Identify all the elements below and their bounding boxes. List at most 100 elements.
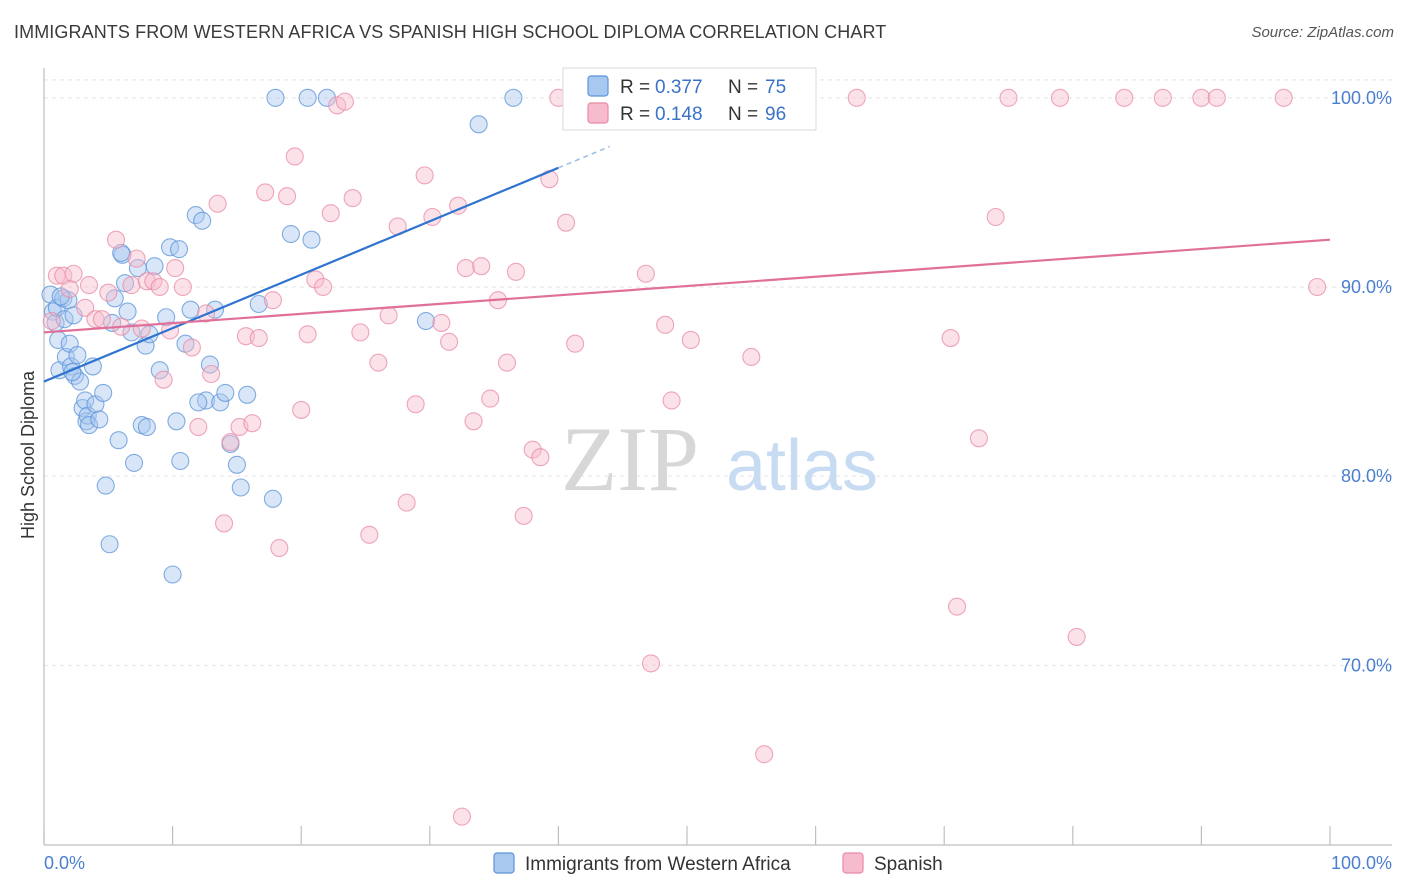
point-1-33 (256, 183, 275, 202)
point-1-91 (1153, 88, 1172, 107)
point-1-3 (60, 279, 79, 298)
point-0-14 (68, 346, 87, 365)
point-1-22 (182, 338, 201, 357)
series-spanish-points (42, 88, 1327, 826)
point-1-8 (92, 310, 111, 329)
point-1-86 (986, 207, 1005, 227)
point-0-65 (317, 88, 336, 107)
point-1-92 (1192, 88, 1211, 107)
point-1-82 (847, 88, 866, 107)
y-tick-label-1: 90.0% (1341, 277, 1392, 297)
point-0-54 (216, 383, 235, 402)
point-0-42 (160, 238, 180, 257)
point-1-28 (221, 433, 240, 452)
point-1-49 (379, 306, 398, 325)
point-1-53 (415, 166, 434, 185)
point-0-31 (115, 274, 135, 293)
point-1-84 (948, 597, 967, 616)
x-tick-label-max: 100.0% (1331, 853, 1392, 873)
y-axis-label: High School Diploma (18, 370, 38, 539)
chart-source: Source: ZipAtlas.com (1251, 24, 1394, 41)
point-1-35 (270, 538, 289, 558)
point-0-63 (302, 230, 321, 249)
point-1-34 (263, 291, 282, 310)
point-1-5 (76, 298, 95, 317)
legend-r-value-1: 0.148 (655, 104, 703, 125)
point-0-64 (298, 88, 317, 107)
point-1-87 (999, 88, 1018, 107)
chart-title: IMMIGRANTS FROM WESTERN AFRICA VS SPANIS… (14, 22, 887, 42)
point-0-20 (79, 416, 99, 435)
point-0-50 (196, 391, 216, 410)
legend-r-value-0: 0.377 (655, 77, 703, 98)
point-1-77 (681, 330, 700, 350)
point-1-21 (173, 277, 192, 297)
point-0-39 (145, 257, 164, 276)
point-1-14 (132, 319, 151, 338)
point-1-48 (369, 353, 388, 372)
point-1-18 (154, 370, 173, 389)
point-1-37 (285, 147, 304, 166)
point-1-45 (343, 189, 362, 208)
point-1-40 (306, 270, 325, 289)
trend-line-western-africa (43, 166, 559, 383)
point-1-67 (531, 448, 550, 467)
point-1-26 (208, 194, 227, 213)
point-1-90 (1115, 88, 1134, 107)
point-1-73 (636, 264, 655, 283)
bottom-legend-swatch-western-africa (493, 852, 515, 874)
watermark-atlas: atlas (726, 426, 878, 506)
point-1-58 (456, 259, 475, 278)
point-1-51 (397, 493, 416, 512)
point-1-94 (1274, 88, 1293, 107)
legend-swatch-spanish (587, 102, 609, 124)
point-0-34 (124, 453, 144, 472)
point-0-74 (189, 393, 208, 412)
bottom-legend-label-western-africa: Immigrants from Western Africa (525, 854, 791, 875)
x-tick-label-min: 0.0% (44, 853, 85, 873)
legend-n-value-0: 75 (765, 77, 786, 98)
legend-n-label-0: N = (728, 77, 758, 98)
y-tick-label-2: 80.0% (1341, 466, 1392, 486)
point-1-55 (432, 313, 451, 332)
point-0-17 (76, 391, 95, 410)
point-0-15 (70, 372, 90, 391)
point-1-74 (641, 654, 661, 673)
point-1-93 (1207, 88, 1226, 107)
point-1-64 (506, 262, 526, 281)
point-1-75 (656, 315, 675, 334)
point-1-10 (106, 230, 126, 249)
point-0-33 (122, 323, 141, 342)
legend-r-label-1: R = (620, 104, 650, 125)
bottom-legend-swatch-spanish (842, 852, 864, 874)
point-1-47 (360, 525, 379, 544)
legend-n-label-1: N = (728, 104, 758, 125)
point-1-4 (64, 264, 83, 283)
point-0-53 (211, 393, 230, 412)
point-0-73 (169, 240, 189, 259)
point-1-32 (249, 329, 268, 348)
point-1-76 (662, 391, 681, 410)
point-1-85 (969, 429, 988, 448)
point-0-58 (238, 385, 257, 404)
point-0-60 (263, 489, 282, 508)
point-0-32 (118, 302, 137, 321)
point-0-24 (94, 383, 113, 402)
point-1-71 (566, 334, 585, 353)
point-1-66 (523, 440, 542, 459)
point-1-89 (1067, 627, 1086, 646)
axes (43, 68, 1392, 846)
point-1-60 (472, 257, 491, 276)
point-0-66 (416, 311, 435, 331)
legend-swatch-western-africa (587, 75, 609, 97)
trend-lines (43, 145, 1331, 383)
point-0-43 (163, 565, 182, 584)
point-0-26 (100, 535, 119, 554)
point-1-36 (278, 187, 297, 206)
point-1-39 (298, 325, 317, 344)
point-1-46 (351, 323, 370, 342)
point-0-69 (51, 287, 70, 306)
point-1-61 (481, 389, 500, 408)
point-1-65 (514, 506, 533, 525)
point-1-83 (941, 329, 960, 348)
